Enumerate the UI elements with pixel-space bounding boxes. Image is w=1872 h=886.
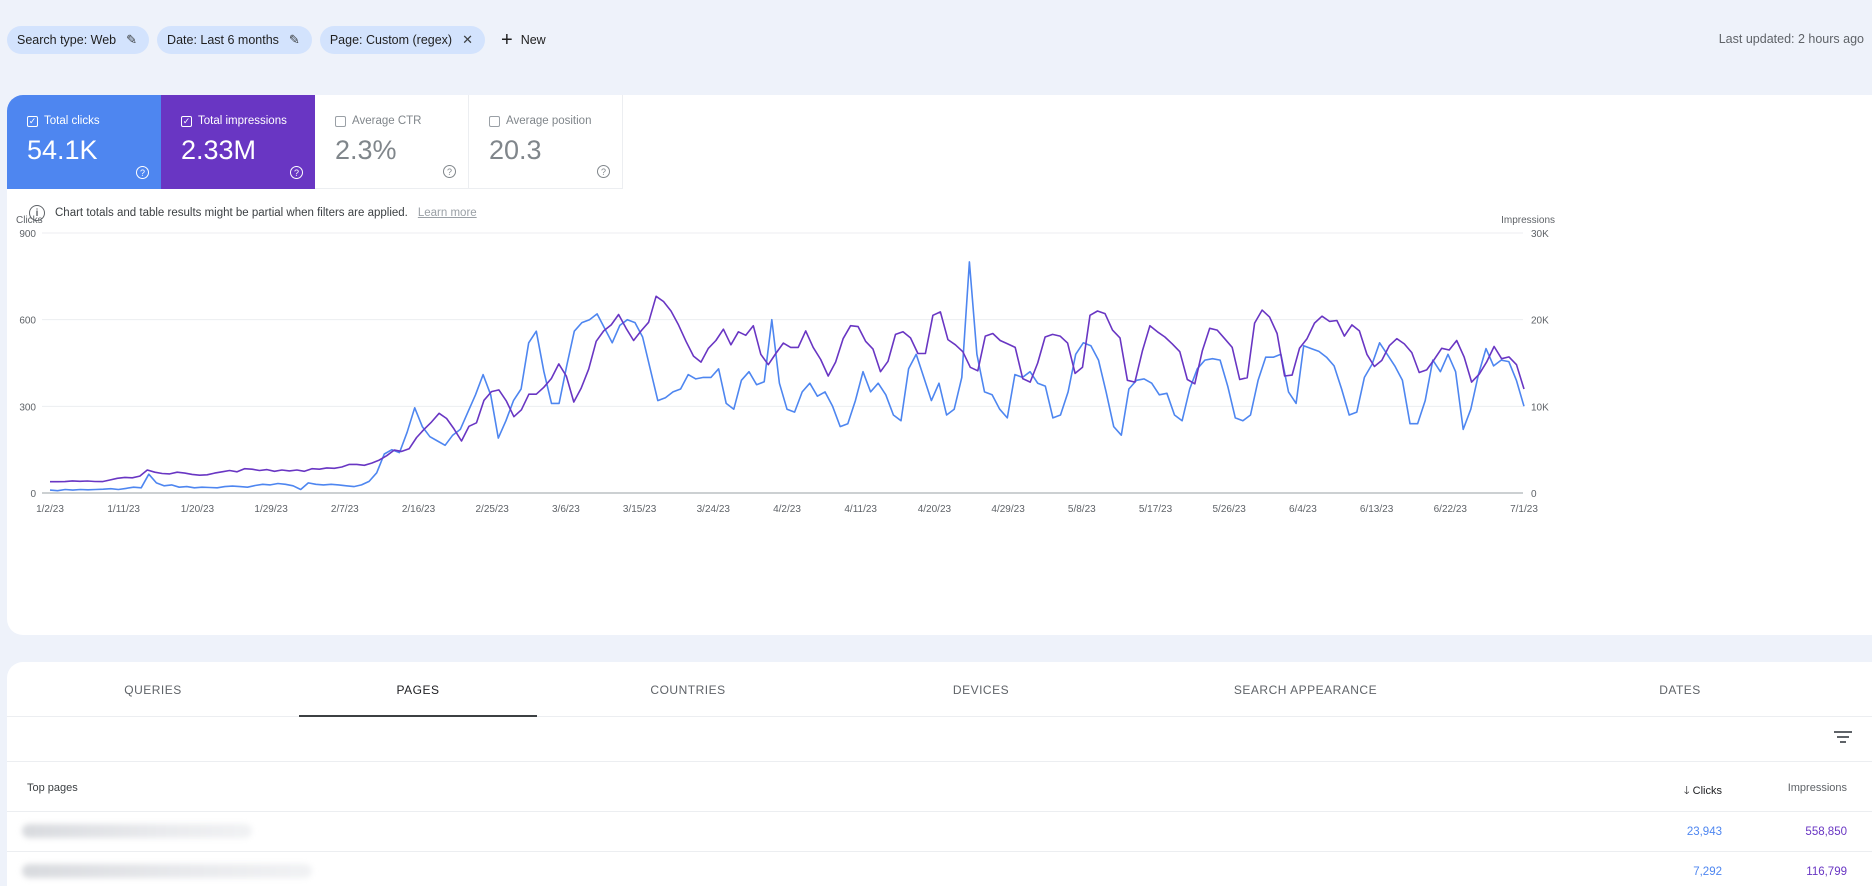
metric-average-ctr[interactable]: Average CTR 2.3% ? bbox=[315, 95, 469, 189]
filter-chip-page[interactable]: Page: Custom (regex) ✕ bbox=[319, 26, 486, 54]
column-header-impressions[interactable]: Impressions bbox=[1787, 782, 1847, 794]
learn-more-link[interactable]: Learn more bbox=[417, 207, 477, 219]
filter-chip-search-type[interactable]: Search type: Web ✎ bbox=[7, 26, 150, 54]
metric-value: 54.1K bbox=[27, 135, 98, 165]
help-icon[interactable]: ? bbox=[443, 165, 456, 178]
right-tick-label: 0 bbox=[1531, 489, 1537, 500]
x-tick-label: 2/7/23 bbox=[331, 504, 359, 515]
x-tick-label: 4/20/23 bbox=[918, 504, 952, 515]
checkbox-checked-icon[interactable]: ✓ bbox=[27, 115, 38, 127]
checkbox-unchecked-icon[interactable] bbox=[489, 115, 500, 127]
filter-rows-icon[interactable] bbox=[1834, 731, 1852, 745]
metric-label: Total clicks bbox=[44, 115, 100, 127]
help-icon[interactable]: ? bbox=[290, 166, 303, 179]
tab-pages[interactable]: PAGES bbox=[299, 662, 537, 717]
metric-total-impressions[interactable]: ✓ Total impressions 2.33M ? bbox=[161, 95, 315, 189]
left-tick-label: 0 bbox=[30, 489, 36, 500]
row-impressions: 558,850 bbox=[1805, 826, 1847, 838]
left-axis-label: Clicks bbox=[16, 215, 43, 226]
x-tick-label: 6/22/23 bbox=[1434, 504, 1468, 515]
left-tick-label: 600 bbox=[19, 316, 36, 327]
tab-devices[interactable]: DEVICES bbox=[952, 682, 1010, 697]
chip-label: Date: Last 6 months bbox=[167, 33, 279, 47]
table-card: QUERIES PAGES COUNTRIES DEVICES SEARCH A… bbox=[7, 662, 1872, 886]
x-tick-label: 6/4/23 bbox=[1289, 504, 1317, 515]
performance-chart: 0 300 600 900 0 10K 20K 30K Clicks Impressions 1/2… bbox=[16, 215, 1555, 515]
metric-value: 20.3 bbox=[489, 135, 542, 165]
column-header-top-pages[interactable]: Top pages bbox=[27, 782, 78, 794]
metric-value: 2.33M bbox=[181, 135, 257, 165]
arrow-down-icon: 🡓 bbox=[1683, 785, 1693, 797]
table-row[interactable]: 7,292 116,799 bbox=[7, 852, 1872, 886]
x-tick-label: 2/25/23 bbox=[476, 504, 510, 515]
right-tick-label: 30K bbox=[1531, 229, 1549, 240]
new-filter-label: New bbox=[520, 33, 546, 47]
partial-results-notice: i Chart totals and table results might b… bbox=[29, 205, 477, 221]
tab-countries[interactable]: COUNTRIES bbox=[650, 682, 726, 697]
plus-icon: + bbox=[501, 29, 513, 51]
metric-label: Total impressions bbox=[198, 115, 287, 127]
help-icon[interactable]: ? bbox=[136, 166, 149, 179]
x-tick-label: 2/16/23 bbox=[402, 504, 436, 515]
x-tick-label: 1/29/23 bbox=[254, 504, 288, 515]
clicks-header-label: Clicks bbox=[1692, 785, 1722, 797]
left-tick-label: 300 bbox=[19, 402, 36, 413]
pencil-icon[interactable]: ✎ bbox=[126, 32, 138, 47]
column-header-clicks[interactable]: 🡓 Clicks bbox=[1684, 782, 1722, 801]
checkbox-unchecked-icon[interactable] bbox=[335, 115, 346, 127]
x-tick-label: 1/2/23 bbox=[36, 504, 64, 515]
x-tick-label: 5/8/23 bbox=[1068, 504, 1096, 515]
x-tick-label: 6/13/23 bbox=[1360, 504, 1394, 515]
x-tick-label: 7/1/23 bbox=[1510, 504, 1538, 515]
right-axis-label: Impressions bbox=[1501, 215, 1555, 226]
x-tick-label: 4/2/23 bbox=[773, 504, 801, 515]
close-icon[interactable]: ✕ bbox=[462, 32, 474, 47]
checkbox-checked-icon[interactable]: ✓ bbox=[181, 115, 192, 127]
x-tick-label: 1/11/23 bbox=[107, 504, 140, 515]
row-impressions: 116,799 bbox=[1806, 866, 1847, 878]
x-tick-label: 4/11/23 bbox=[844, 504, 877, 515]
pencil-icon[interactable]: ✎ bbox=[288, 32, 300, 47]
clicks-series-line bbox=[49, 261, 1525, 492]
tab-dates[interactable]: DATES bbox=[1659, 682, 1701, 697]
metric-tiles: ✓ Total clicks 54.1K ? ✓ Total impressions… bbox=[7, 95, 1872, 189]
metric-label: Average position bbox=[506, 115, 592, 127]
x-tick-label: 3/6/23 bbox=[552, 504, 580, 515]
x-tick-label: 3/15/23 bbox=[623, 504, 657, 515]
table-row[interactable]: 23,943 558,850 bbox=[7, 812, 1872, 852]
chip-label: Page: Custom (regex) bbox=[329, 33, 453, 47]
new-filter-button[interactable]: + New bbox=[501, 30, 546, 50]
x-tick-label: 5/26/23 bbox=[1213, 504, 1247, 515]
row-clicks: 7,292 bbox=[1693, 866, 1722, 878]
table-filter-row bbox=[7, 717, 1872, 762]
impressions-series-line bbox=[50, 295, 1525, 483]
filter-bar: Search type: Web ✎ Date: Last 6 months ✎… bbox=[7, 26, 546, 54]
row-clicks: 23,943 bbox=[1686, 826, 1722, 838]
right-tick-label: 20K bbox=[1531, 316, 1549, 327]
x-tick-label: 3/24/23 bbox=[697, 504, 731, 515]
performance-card: ✓ Total clicks 54.1K ? ✓ Total impressions… bbox=[7, 95, 1872, 635]
chip-label: Search type: Web bbox=[17, 33, 117, 47]
tab-search-appearance[interactable]: SEARCH APPEARANCE bbox=[1233, 682, 1378, 697]
metric-total-clicks[interactable]: ✓ Total clicks 54.1K ? bbox=[7, 95, 161, 189]
x-tick-label: 4/29/23 bbox=[991, 504, 1025, 515]
metric-label: Average CTR bbox=[352, 115, 422, 127]
table-header: Top pages 🡓 Clicks Impressions bbox=[7, 762, 1872, 812]
tab-queries[interactable]: QUERIES bbox=[124, 682, 182, 697]
redacted-page-url bbox=[22, 824, 252, 838]
dimension-tabs: QUERIES PAGES COUNTRIES DEVICES SEARCH A… bbox=[7, 662, 1872, 717]
help-icon[interactable]: ? bbox=[597, 165, 610, 178]
left-tick-label: 900 bbox=[19, 229, 36, 240]
last-updated: Last updated: 2 hours ago bbox=[1718, 32, 1864, 46]
redacted-page-url bbox=[22, 864, 312, 878]
x-tick-label: 1/20/23 bbox=[181, 504, 215, 515]
metric-average-position[interactable]: Average position 20.3 ? bbox=[469, 95, 623, 189]
right-tick-label: 10K bbox=[1531, 402, 1549, 413]
x-tick-label: 5/17/23 bbox=[1139, 504, 1173, 515]
info-icon: i bbox=[29, 205, 45, 221]
filter-chip-date[interactable]: Date: Last 6 months ✎ bbox=[157, 26, 312, 54]
notice-text: Chart totals and table results might be … bbox=[55, 207, 408, 219]
metric-value: 2.3% bbox=[335, 135, 397, 165]
